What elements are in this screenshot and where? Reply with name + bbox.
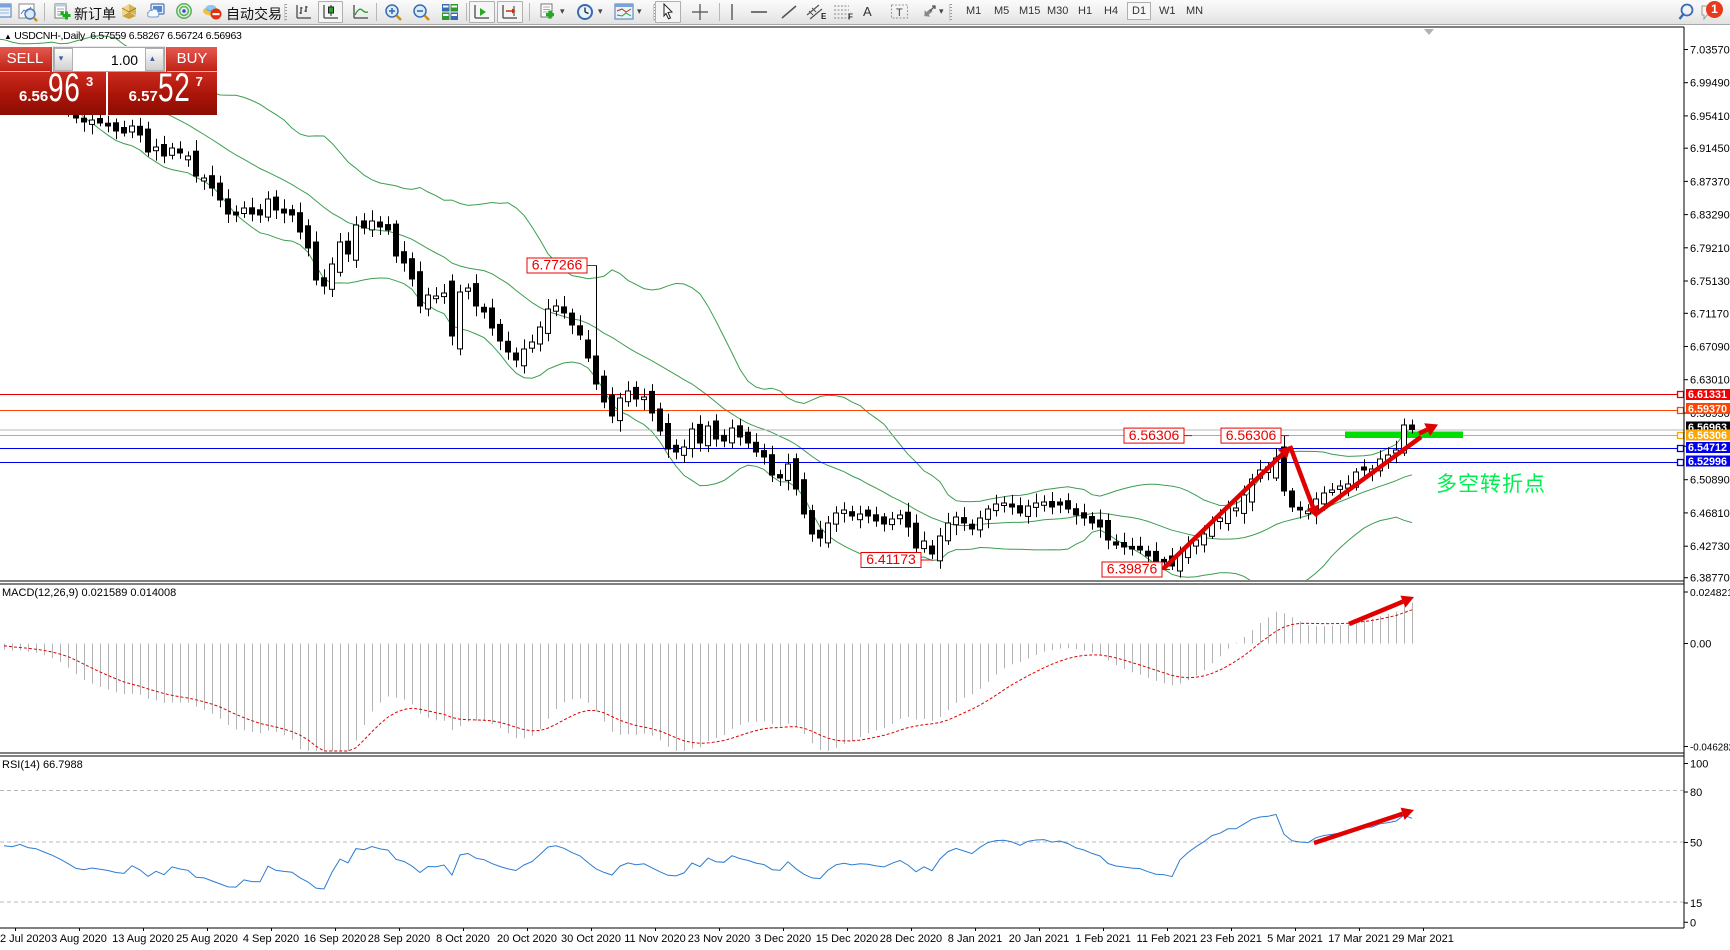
svg-text:6.95410: 6.95410 <box>1690 111 1730 123</box>
svg-text:T: T <box>896 7 903 19</box>
svg-text:5 Mar 2021: 5 Mar 2021 <box>1267 933 1323 945</box>
svg-text:6.54712: 6.54712 <box>1688 442 1727 454</box>
svg-text:20 Oct 2020: 20 Oct 2020 <box>497 933 557 945</box>
svg-text:23 Nov 2020: 23 Nov 2020 <box>688 933 750 945</box>
svg-text:6.56306: 6.56306 <box>1688 430 1727 442</box>
svg-text:6.61331: 6.61331 <box>1688 389 1727 401</box>
svg-text:20 Jan 2021: 20 Jan 2021 <box>1009 933 1070 945</box>
svg-text:1 Feb 2021: 1 Feb 2021 <box>1075 933 1131 945</box>
svg-text:6.75130: 6.75130 <box>1690 276 1730 288</box>
svg-text:6.59370: 6.59370 <box>1688 403 1727 415</box>
svg-text:0.024821: 0.024821 <box>1690 588 1730 599</box>
svg-text:6.79210: 6.79210 <box>1690 243 1730 255</box>
svg-text:15: 15 <box>1690 898 1702 910</box>
svg-text:7.03570: 7.03570 <box>1690 45 1730 57</box>
svg-text:0.00: 0.00 <box>1690 639 1711 651</box>
svg-text:6.87370: 6.87370 <box>1690 176 1730 188</box>
svg-text:30 Oct 2020: 30 Oct 2020 <box>561 933 621 945</box>
svg-text:16 Sep 2020: 16 Sep 2020 <box>304 933 366 945</box>
svg-text:6.46810: 6.46810 <box>1690 508 1730 520</box>
svg-text:28 Dec 2020: 28 Dec 2020 <box>880 933 942 945</box>
svg-text:6.56306: 6.56306 <box>1226 427 1277 443</box>
svg-text:17 Mar 2021: 17 Mar 2021 <box>1328 933 1390 945</box>
svg-text:6.56306: 6.56306 <box>1129 427 1180 443</box>
svg-text:-0.046282: -0.046282 <box>1690 743 1730 754</box>
svg-text:25 Aug 2020: 25 Aug 2020 <box>176 933 238 945</box>
svg-text:8 Jan 2021: 8 Jan 2021 <box>948 933 1002 945</box>
svg-text:8 Oct 2020: 8 Oct 2020 <box>436 933 490 945</box>
svg-text:0: 0 <box>1690 917 1696 929</box>
svg-text:28 Sep 2020: 28 Sep 2020 <box>368 933 430 945</box>
svg-text:6.83290: 6.83290 <box>1690 210 1730 222</box>
svg-text:50: 50 <box>1690 838 1702 850</box>
svg-text:6.50890: 6.50890 <box>1690 475 1730 487</box>
svg-text:6.71170: 6.71170 <box>1690 308 1729 320</box>
svg-text:11 Nov 2020: 11 Nov 2020 <box>624 933 686 945</box>
svg-text:6.41173: 6.41173 <box>866 551 916 567</box>
svg-text:E: E <box>821 12 827 21</box>
svg-text:F: F <box>848 13 853 22</box>
svg-text:100: 100 <box>1690 759 1708 771</box>
svg-text:MACD(12,26,9) 0.021589 0.01400: MACD(12,26,9) 0.021589 0.014008 <box>2 587 176 599</box>
svg-text:23 Feb 2021: 23 Feb 2021 <box>1200 933 1262 945</box>
svg-text:6.63010: 6.63010 <box>1690 375 1730 387</box>
svg-text:6.91450: 6.91450 <box>1690 143 1730 155</box>
svg-text:3 Dec 2020: 3 Dec 2020 <box>755 933 811 945</box>
svg-text:2 Jul 2020: 2 Jul 2020 <box>0 933 51 945</box>
svg-text:6.67090: 6.67090 <box>1690 342 1730 354</box>
svg-text:80: 80 <box>1690 787 1702 799</box>
svg-text:多空转折点: 多空转折点 <box>1436 473 1546 496</box>
svg-text:29 Mar 2021: 29 Mar 2021 <box>1392 933 1454 945</box>
svg-text:4 Sep 2020: 4 Sep 2020 <box>243 933 299 945</box>
svg-text:13 Aug 2020: 13 Aug 2020 <box>112 933 174 945</box>
svg-text:6.52996: 6.52996 <box>1688 456 1727 468</box>
svg-text:6.38770: 6.38770 <box>1690 573 1730 585</box>
svg-text:15 Dec 2020: 15 Dec 2020 <box>816 933 878 945</box>
svg-text:3 Aug 2020: 3 Aug 2020 <box>51 933 107 945</box>
svg-text:6.39876: 6.39876 <box>1107 561 1158 577</box>
svg-text:6.42730: 6.42730 <box>1690 541 1730 553</box>
svg-text:11 Feb 2021: 11 Feb 2021 <box>1137 933 1198 945</box>
svg-text:6.77266: 6.77266 <box>532 257 583 273</box>
svg-text:RSI(14) 66.7988: RSI(14) 66.7988 <box>2 759 83 771</box>
svg-text:6.99490: 6.99490 <box>1690 78 1730 90</box>
